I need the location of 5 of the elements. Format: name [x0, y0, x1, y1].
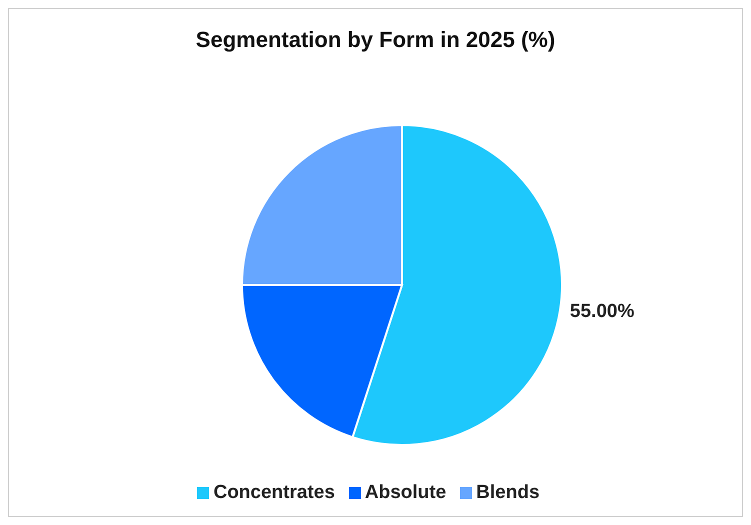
data-label: 55.00% [570, 301, 634, 322]
legend-label: Blends [476, 482, 540, 503]
legend-label: Absolute [364, 482, 446, 503]
chart-title: Segmentation by Form in 2025 (%) [194, 27, 556, 53]
legend-label: Concentrates [213, 482, 335, 503]
